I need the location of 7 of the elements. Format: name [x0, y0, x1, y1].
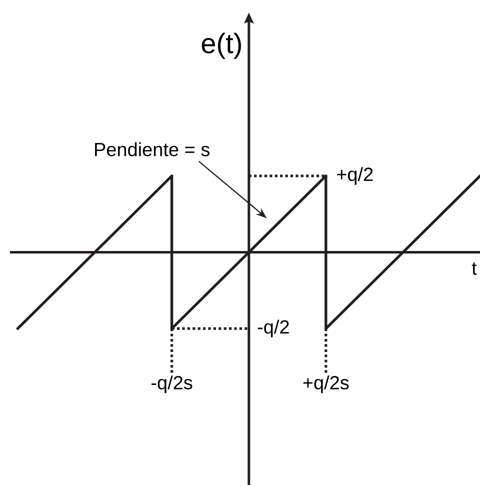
y-axis-title: e(t): [202, 32, 241, 59]
x-axis-title: t: [472, 262, 477, 275]
annotation: +q/2: [337, 167, 373, 185]
x-tick-label: +q/2s: [303, 375, 349, 394]
annotation: -q/2: [258, 320, 289, 338]
text: Pendiente = s: [95, 142, 210, 156]
x-tick-label: -q/2s: [152, 375, 192, 394]
